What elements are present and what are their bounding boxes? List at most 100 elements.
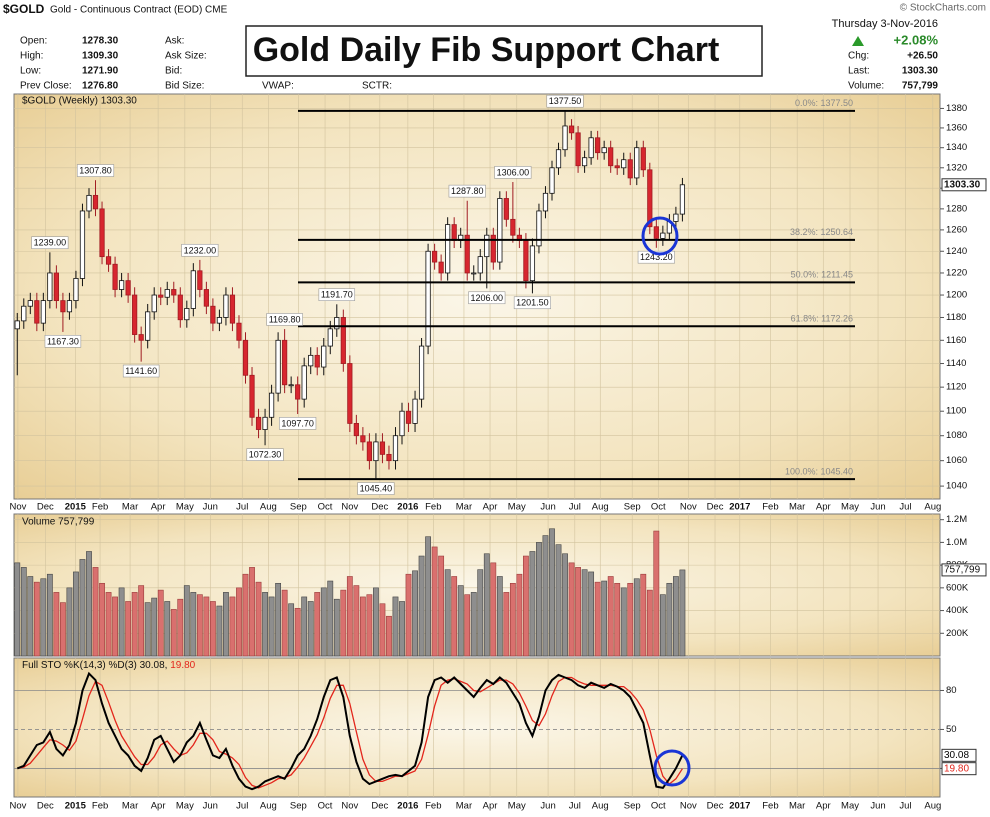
candle-body — [158, 294, 164, 298]
candle-body — [21, 305, 27, 322]
symbol: $GOLD — [3, 2, 45, 16]
candle-body — [653, 226, 659, 239]
volume-bar — [418, 555, 425, 657]
annotation-box — [181, 243, 219, 257]
candle-body — [510, 218, 516, 236]
volume-bar — [516, 573, 523, 657]
annotation-box — [76, 164, 115, 177]
candle-body — [301, 365, 307, 400]
volume-bar — [183, 585, 190, 657]
volume-bar — [40, 578, 47, 657]
last-badge-text: 757,799 — [944, 565, 981, 576]
field-label: Ask Size: — [165, 51, 207, 62]
candle-body — [47, 272, 53, 302]
volume-bar — [503, 592, 510, 657]
x-tick-label: Jul — [569, 801, 581, 812]
candle-body — [197, 270, 203, 290]
volume-bar — [359, 596, 366, 657]
x-tick-label: Mar — [789, 801, 805, 812]
x-tick-label: 2016 — [397, 801, 418, 812]
annotation-box — [468, 291, 506, 305]
price-annotation: 1169.80 — [269, 314, 301, 324]
candle-body — [523, 240, 529, 282]
candle-body — [184, 308, 190, 321]
field-value: +26.50 — [907, 51, 938, 62]
field-value: 1276.80 — [82, 81, 119, 92]
candle-body — [171, 289, 177, 296]
x-tick-label: 2016 — [397, 502, 418, 513]
y-tick-label: 1.2M — [946, 514, 967, 525]
price-annotation: 1167.30 — [47, 336, 79, 346]
price-annotation: 1307.80 — [79, 166, 112, 176]
volume-bar — [412, 570, 418, 657]
x-tick-label: Oct — [651, 502, 666, 513]
candle-body — [99, 208, 105, 258]
volume-bar — [307, 601, 314, 657]
candle-body — [242, 339, 249, 376]
volume-bar — [131, 592, 138, 657]
candle-body — [392, 435, 399, 462]
x-tick-label: Apr — [151, 502, 166, 513]
y-tick-label: 400K — [946, 605, 969, 616]
volume-bar — [125, 601, 132, 657]
volume-bar — [399, 601, 405, 657]
candle-body — [555, 149, 562, 169]
fib-label: 61.8%: 1172.26 — [791, 314, 853, 324]
x-tick-label: Aug — [592, 502, 609, 513]
up-arrow — [852, 36, 864, 46]
volume-bar — [620, 587, 627, 657]
volume-bar — [314, 592, 321, 657]
volume-bar — [431, 546, 438, 657]
candle-body — [445, 224, 451, 274]
highlight-circle — [653, 749, 691, 787]
annotation-box — [494, 166, 532, 179]
x-tick-label: Sep — [624, 502, 641, 513]
volume-bar — [216, 605, 223, 657]
candle-body — [379, 441, 386, 455]
y-tick-label: 1120 — [946, 382, 966, 393]
instrument-name: Gold - Continuous Contract (EOD) CME — [50, 5, 228, 16]
x-tick-label: Nov — [9, 502, 26, 513]
candle-body — [451, 224, 457, 241]
candle-body — [118, 280, 125, 290]
volume-bar — [653, 530, 660, 657]
volume-bar — [386, 615, 392, 657]
volume-bar — [405, 573, 412, 657]
x-tick-label: Dec — [371, 502, 388, 513]
volume-bar — [627, 582, 634, 657]
price-annotation: 1243.20 — [640, 252, 673, 262]
x-tick-label: Jul — [569, 502, 581, 513]
fib-label: 0.0%: 1377.50 — [795, 98, 853, 108]
volume-bar — [640, 573, 647, 657]
volume-legend: Volume 757,799 — [22, 517, 95, 528]
volume-bar — [523, 555, 529, 657]
x-tick-label: Mar — [456, 801, 472, 812]
last-badge-text: 19.80 — [944, 763, 969, 774]
x-tick-label: Dec — [707, 801, 724, 812]
volume-bar — [92, 567, 99, 657]
candle-body — [627, 159, 633, 179]
volume-bar — [281, 589, 288, 657]
y-tick-label: 1140 — [946, 358, 966, 369]
volume-bar — [366, 594, 373, 657]
x-tick-label: Nov — [680, 502, 697, 513]
volume-bar — [288, 603, 295, 657]
candle-body — [53, 272, 59, 302]
sto-line — [16, 671, 684, 791]
volume-bar — [425, 536, 431, 657]
y-tick-label: 1360 — [946, 122, 967, 133]
change-percent: +2.08% — [894, 32, 939, 47]
annotation-box — [448, 184, 486, 198]
volume-bar — [203, 596, 210, 657]
y-tick-label: 1080 — [946, 430, 967, 441]
volume-bar — [562, 553, 568, 657]
y-tick-label: 600K — [946, 582, 969, 593]
candle-body — [438, 261, 444, 274]
price-annotation: 1201.50 — [516, 298, 549, 308]
field-value: 1271.90 — [82, 66, 119, 77]
volume-bar — [66, 587, 73, 657]
annotation-box — [122, 364, 160, 378]
volume-bar — [483, 553, 490, 657]
candle-body — [92, 194, 99, 210]
